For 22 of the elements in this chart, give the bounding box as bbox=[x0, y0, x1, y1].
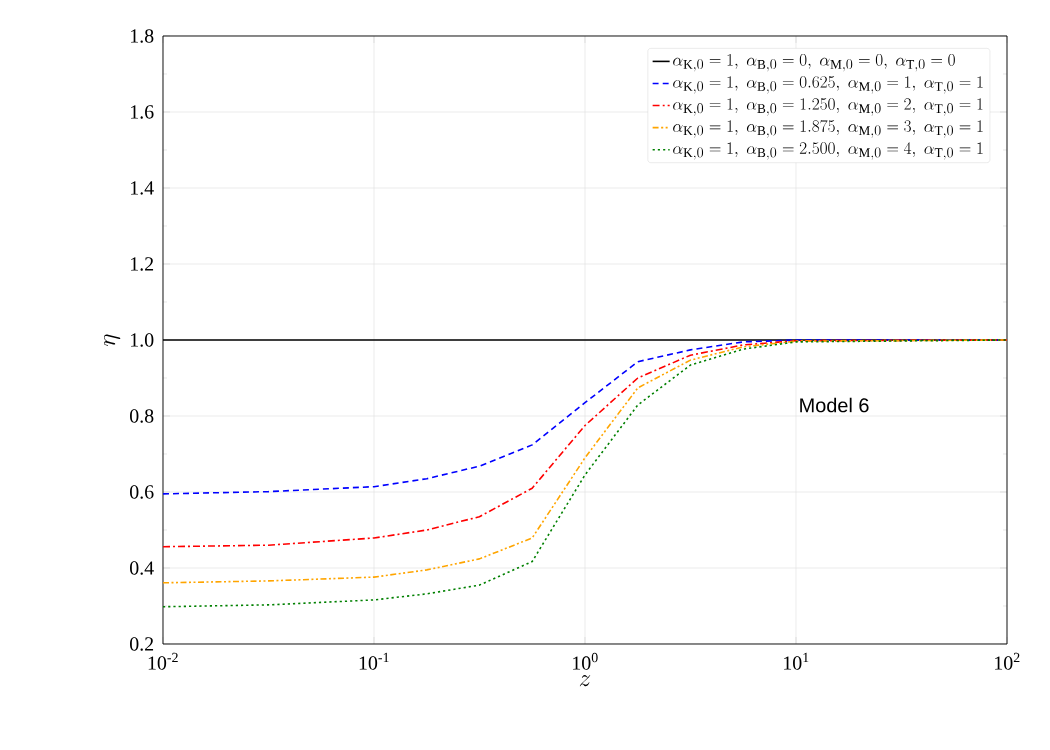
legend-label: $\alpha_{\mathrm{K},0} = 1,\ \alpha_{\mathrm{B},0} = 1.250,\ \alpha_{\mathrm{M},0} = 2,\ \alpha_{\mathrm{T},0} = 1$ bbox=[673, 98, 983, 116]
y-tick-label: 1.2 bbox=[131, 257, 154, 271]
y-tick-label: 1.0 bbox=[131, 333, 154, 347]
legend-label: $\alpha_{\mathrm{K},0} = 1,\ \alpha_{\mathrm{B},0} = 0.625,\ \alpha_{\mathrm{M},0} = 1,\ \alpha_{\mathrm{T},0} = 1$ bbox=[673, 76, 983, 94]
x-axis-title: $z$ bbox=[579, 675, 591, 687]
y-tick-label: 0.2 bbox=[130, 637, 154, 651]
y-tick-label: 0.8 bbox=[130, 409, 154, 423]
y-tick-label: 1.6 bbox=[131, 105, 154, 119]
legend-label: $\alpha_{\mathrm{K},0} = 1,\ \alpha_{\mathrm{B},0} = 1.875,\ \alpha_{\mathrm{M},0} = 3,\ \alpha_{\mathrm{T},0} = 1$ bbox=[673, 120, 983, 138]
annotation: Model 6 bbox=[800, 397, 869, 413]
y-tick-label: 1.4 bbox=[131, 181, 154, 195]
legend-label: $\alpha_{\mathrm{K},0} = 1,\ \alpha_{\mathrm{B},0} = 0,\ \alpha_{\mathrm{M},0} = 0,\ \alpha_{\mathrm{T},0} = 0$ bbox=[673, 54, 955, 72]
x-tick-label: 10$^{1}$ bbox=[784, 652, 809, 670]
y-tick-label: 0.6 bbox=[130, 485, 154, 499]
y-axis-title: $\eta$ bbox=[104, 334, 121, 346]
y-tick-label: 1.8 bbox=[131, 29, 154, 43]
x-tick-label: 10$^{-2}$ bbox=[148, 652, 178, 670]
y-tick-label: 0.4 bbox=[130, 561, 154, 575]
x-tick-label: 10$^{2}$ bbox=[995, 652, 1020, 670]
legend-label: $\alpha_{\mathrm{K},0} = 1,\ \alpha_{\mathrm{B},0} = 2.500,\ \alpha_{\mathrm{M},0} = 4,\ \alpha_{\mathrm{T},0} = 1$ bbox=[673, 142, 983, 160]
x-tick-label: 10$^{-1}$ bbox=[359, 652, 389, 670]
x-tick-label: 10$^{0}$ bbox=[573, 652, 598, 670]
